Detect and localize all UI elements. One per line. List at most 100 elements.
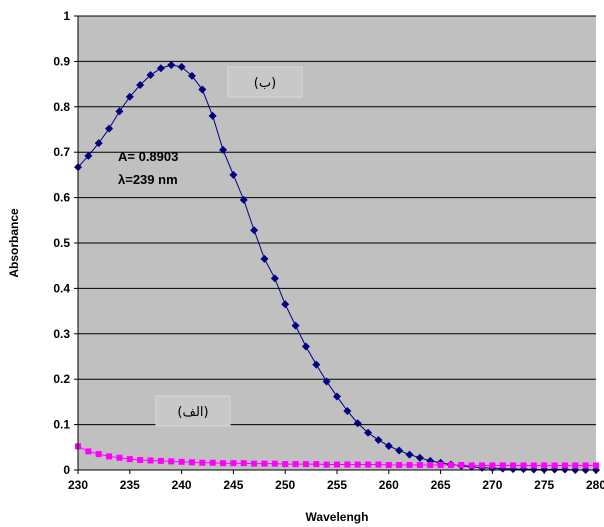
y-tick-label: 0 (63, 463, 70, 477)
data-point-diamond (301, 342, 310, 351)
y-tick-label: 0.9 (53, 54, 70, 68)
data-point-square (479, 462, 486, 469)
data-point-diamond (374, 436, 383, 445)
data-point-square (147, 457, 154, 464)
x-tick-label: 265 (431, 478, 451, 492)
data-point-square (406, 462, 413, 469)
data-point-square (396, 462, 403, 469)
data-point-square (230, 460, 237, 467)
data-point-diamond (84, 151, 93, 160)
data-point-square (593, 462, 599, 469)
data-point-square (292, 461, 299, 468)
y-tick-label: 0.4 (53, 281, 70, 295)
data-point-square (240, 460, 247, 467)
data-point-diamond (187, 71, 196, 80)
data-point-square (561, 462, 568, 469)
data-point-square (416, 462, 423, 469)
data-point-diamond (156, 64, 165, 73)
x-tick-label: 230 (68, 478, 88, 492)
data-point-square (447, 462, 454, 469)
data-point-square (137, 457, 144, 464)
x-tick-label: 235 (120, 478, 140, 492)
data-point-square (209, 459, 216, 466)
series-alef-label-box: (الف) (155, 395, 231, 427)
data-point-diamond (219, 145, 228, 154)
y-tick-labels: 0 0.1 0.2 0.3 0.4 0.5 0.6 0.7 0.8 0.9 1 (53, 9, 70, 477)
y-tick-label: 0.2 (53, 372, 70, 386)
data-point-diamond (198, 85, 207, 94)
x-tick-labels: 230 235 240 245 250 255 260 265 270 275 280 (68, 478, 604, 492)
gridlines (78, 15, 596, 426)
series-b-label-box: (ب) (227, 66, 303, 98)
data-point-diamond (415, 453, 424, 462)
data-point-diamond (105, 124, 114, 133)
data-point-diamond (239, 195, 248, 204)
data-point-diamond (384, 441, 393, 450)
data-point-square (116, 454, 123, 461)
data-point-diamond (94, 139, 103, 148)
x-tick-label: 255 (327, 478, 347, 492)
data-point-square (271, 460, 278, 467)
x-tick-label: 270 (482, 478, 502, 492)
data-point-square (530, 462, 537, 469)
data-point-diamond (229, 170, 238, 179)
x-tick-label: 275 (534, 478, 554, 492)
data-point-square (220, 460, 227, 467)
data-point-diamond (281, 300, 290, 309)
data-point-square (510, 462, 517, 469)
data-point-square (582, 462, 589, 469)
x-axis-title: Wavelengh (306, 510, 369, 524)
series-b-label: (ب) (254, 76, 276, 91)
data-point-square (572, 462, 579, 469)
data-point-square (499, 462, 506, 469)
data-point-square (344, 461, 351, 468)
data-point-diamond (291, 321, 300, 330)
peak-absorbance-annotation: A= 0.8903 (118, 149, 178, 164)
data-point-diamond (177, 62, 186, 71)
data-point-diamond (395, 446, 404, 455)
data-point-square (106, 453, 113, 460)
data-point-square (302, 461, 309, 468)
y-tick-label: 0.7 (53, 145, 70, 159)
y-tick-label: 0.3 (53, 327, 70, 341)
x-tick-label: 250 (275, 478, 295, 492)
data-point-square (323, 461, 330, 468)
data-point-diamond (208, 111, 217, 120)
y-tick-label: 0.1 (53, 418, 70, 432)
data-point-diamond (270, 274, 279, 283)
data-point-square (375, 461, 382, 468)
data-point-diamond (322, 377, 331, 386)
data-point-square (188, 459, 195, 466)
x-tick-label: 240 (172, 478, 192, 492)
y-tick-label: 0.5 (53, 236, 70, 250)
data-point-diamond (115, 107, 124, 116)
data-point-square (541, 462, 548, 469)
data-point-diamond (343, 406, 352, 415)
y-axis-title: Absorbance (7, 208, 21, 278)
data-point-diamond (260, 254, 269, 263)
x-tick-label: 280 (586, 478, 604, 492)
data-point-square (437, 462, 444, 469)
data-point-square (520, 462, 527, 469)
series-alef-label: (الف) (177, 405, 208, 420)
data-point-square (199, 459, 206, 466)
data-point-diamond (136, 81, 145, 90)
series-markers (74, 61, 600, 474)
data-point-square (551, 462, 558, 469)
data-point-diamond (146, 71, 155, 80)
data-point-square (468, 462, 475, 469)
data-point-diamond (167, 61, 176, 70)
data-point-square (261, 460, 268, 467)
data-point-square (313, 461, 320, 468)
data-point-square (334, 461, 340, 468)
data-point-square (427, 462, 434, 469)
data-point-square (354, 461, 361, 468)
data-point-square (178, 458, 185, 465)
data-point-square (157, 457, 164, 464)
axes (74, 15, 597, 474)
y-tick-label: 0.8 (53, 100, 70, 114)
data-point-square (365, 461, 372, 468)
data-point-square (282, 461, 289, 468)
x-tick-label: 245 (223, 478, 243, 492)
